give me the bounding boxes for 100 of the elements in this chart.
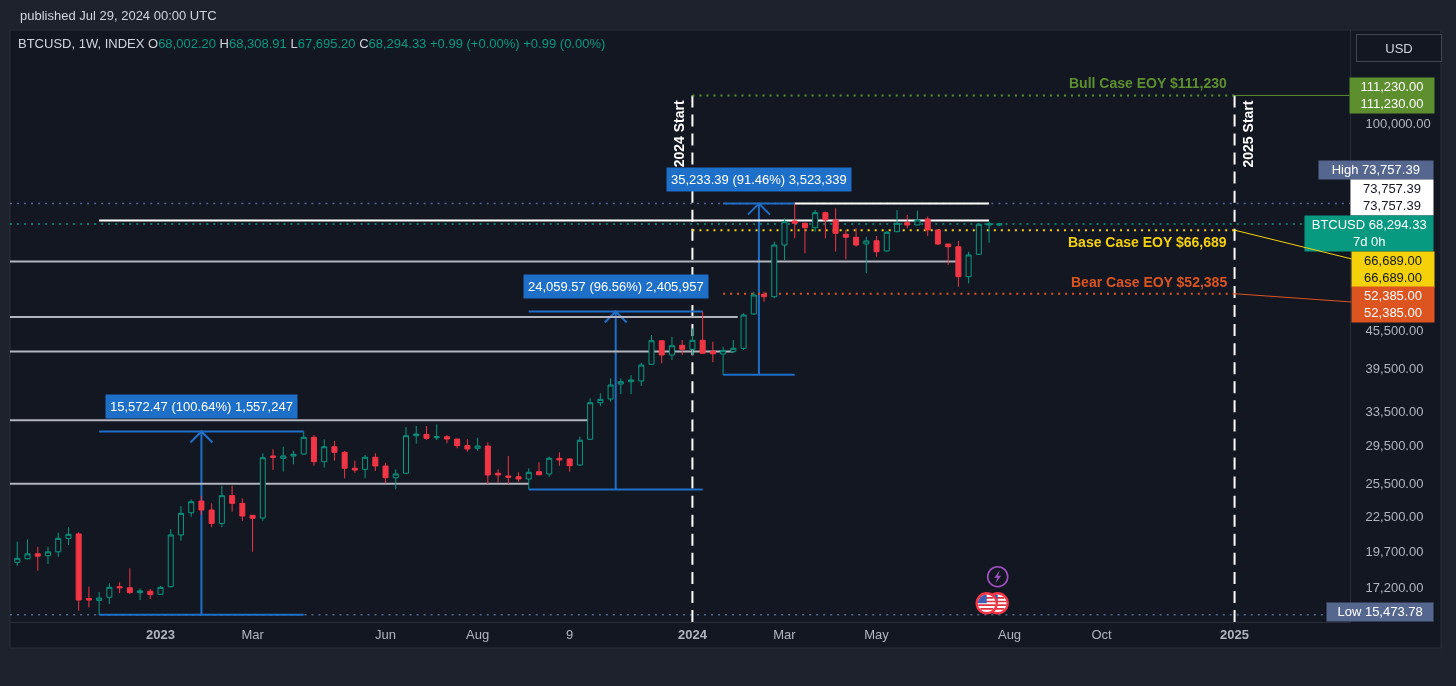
candlestick — [126, 567, 133, 595]
candlestick — [454, 438, 461, 449]
y-tick-label: 25,500.00 — [1365, 475, 1424, 491]
x-tick-label: Aug — [466, 626, 490, 642]
candlestick — [24, 538, 31, 560]
annotation: 35,233.39 (91.46%) 3,523,339 — [671, 172, 847, 187]
candlestick — [955, 240, 962, 288]
candlestick — [362, 454, 369, 479]
candlestick — [65, 526, 72, 546]
candlestick — [924, 216, 931, 237]
candlestick — [464, 438, 471, 453]
candlestick — [761, 291, 768, 303]
candlestick — [658, 339, 665, 364]
y-tick-label: 39,500.00 — [1365, 360, 1424, 376]
candlestick — [587, 397, 594, 441]
candlestick — [218, 485, 225, 528]
chart-title: BTCUSD, 1W, INDEX O68,002.20 H68,308.91 L67,695.20 C68,294.33 +0.99 (+0.00%) +0.99 (0.00%) — [18, 35, 606, 51]
ref-line-label: BTCUSD 68,294.33 7d 0h — [1311, 217, 1427, 250]
candlestick — [853, 227, 860, 248]
candlestick — [75, 531, 82, 612]
y-tick-label: 22,500.00 — [1365, 508, 1424, 524]
candlestick — [689, 327, 696, 356]
candlestick — [484, 441, 491, 485]
ref-line-label: Low 15,473.78 — [1337, 604, 1423, 620]
candlestick — [106, 582, 113, 605]
candlestick — [198, 495, 205, 516]
candlestick — [157, 585, 164, 596]
candlestick — [883, 230, 890, 253]
candlestick — [546, 456, 553, 478]
candlestick — [535, 461, 542, 476]
candlestick — [873, 235, 880, 258]
candlestick — [413, 425, 420, 445]
candlestick — [668, 336, 675, 361]
x-tick-label: 9 — [566, 626, 574, 642]
candlestick — [443, 434, 450, 444]
candlestick — [720, 346, 727, 376]
text: 2024 Start — [671, 100, 688, 168]
candlestick — [382, 462, 389, 484]
candlestick — [208, 502, 215, 528]
candlestick — [495, 468, 502, 484]
candlestick — [188, 498, 195, 518]
candlestick — [177, 505, 184, 542]
text: 2025 Start — [1239, 100, 1256, 168]
x-tick-label: 2025 — [1220, 626, 1250, 642]
candlestick — [341, 450, 348, 479]
y-tick-label: 17,200.00 — [1365, 579, 1424, 595]
candlestick — [699, 310, 706, 355]
candlestick — [270, 448, 277, 471]
candlestick — [249, 514, 256, 553]
text: published Jul 29, 2024 00:00 UTC — [20, 8, 217, 23]
candlestick — [904, 214, 911, 229]
y-tick-label: 19,700.00 — [1365, 543, 1424, 559]
candlestick — [85, 586, 92, 608]
candlestick — [842, 229, 849, 260]
x-tick-label: Mar — [241, 626, 265, 642]
candlestick — [116, 581, 123, 594]
x-tick-label: 2023 — [146, 626, 175, 642]
candlestick — [259, 452, 266, 522]
x-tick-label: Mar — [773, 626, 797, 642]
candlestick — [945, 243, 952, 266]
y-axis-title: USD — [1385, 40, 1413, 56]
candlestick — [607, 377, 614, 403]
y-tick-label: 45,500.00 — [1365, 323, 1424, 339]
candlestick — [167, 528, 174, 588]
candlestick — [863, 236, 870, 274]
candlestick — [423, 425, 430, 441]
x-tick-label: 2024 — [677, 626, 708, 642]
annotation: 24,059.57 (96.56%) 2,405,957 — [528, 279, 704, 294]
candlestick — [14, 541, 21, 567]
candlestick — [628, 374, 635, 395]
candlestick — [750, 291, 757, 316]
candlestick — [310, 434, 317, 467]
candlestick — [300, 430, 307, 456]
candlestick — [515, 471, 522, 483]
candlestick — [55, 532, 62, 558]
candlestick — [34, 546, 41, 572]
candlestick — [372, 452, 379, 472]
candlestick — [771, 241, 778, 299]
candlestick — [638, 362, 645, 387]
candlestick — [229, 485, 236, 513]
candlestick — [433, 423, 440, 441]
candlestick — [290, 450, 297, 465]
candlestick — [556, 451, 563, 467]
x-tick-label: Aug — [997, 626, 1022, 642]
y-tick-label: 33,500.00 — [1365, 404, 1424, 419]
x-tick-label: Oct — [1091, 626, 1113, 642]
candlestick — [239, 497, 246, 522]
candlestick — [740, 312, 747, 351]
candlestick — [648, 334, 655, 366]
x-tick-label: May — [864, 626, 890, 642]
y-tick-label: 100,000.00 — [1365, 116, 1431, 131]
candlestick — [679, 339, 686, 356]
candlestick — [331, 440, 338, 462]
series-label: Bull Case EOY $111,230 — [1069, 75, 1227, 91]
candlestick — [832, 207, 839, 253]
candlestick — [730, 339, 737, 353]
candlestick — [147, 588, 154, 600]
candlestick — [996, 223, 1003, 227]
candlestick — [566, 457, 573, 473]
y-tick-label: 29,500.00 — [1365, 437, 1424, 453]
